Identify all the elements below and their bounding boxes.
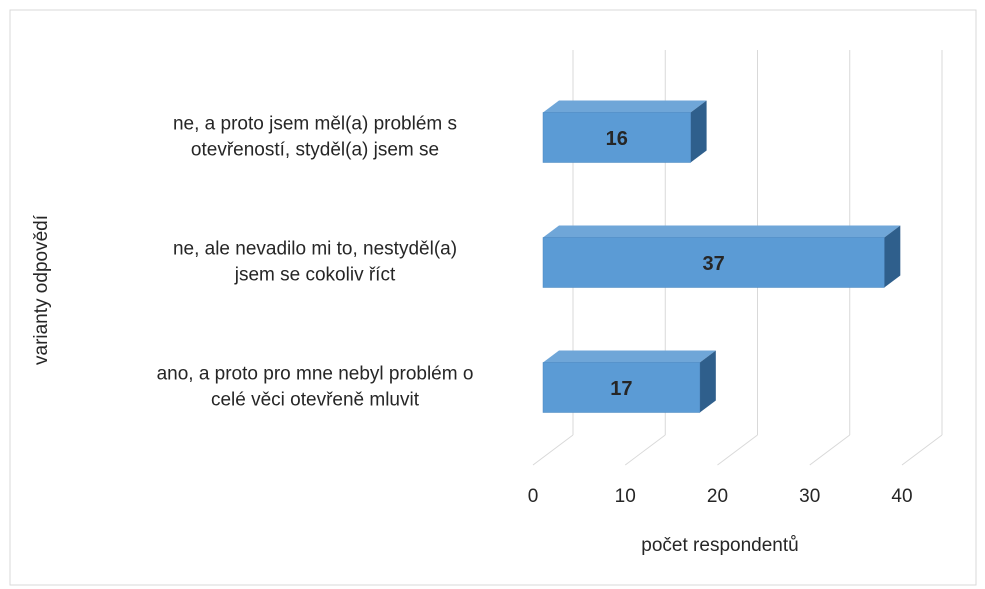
x-tick-label: 0 [528,486,539,507]
x-axis-title: počet respondentů [641,535,798,556]
y-tick-label: otevřeností, styděl(a) jsem se [191,140,439,161]
bar-top [543,350,716,363]
y-tick-label: jsem se cokoliv říct [234,265,396,286]
floor-line [532,434,574,466]
x-tick-label: 40 [891,486,912,507]
floor-line [809,434,851,466]
value-label: 37 [703,253,725,275]
x-tick-label: 10 [615,486,636,507]
floor-line [901,434,943,466]
y-tick-label: ne, a proto jsem měl(a) problém s [173,114,457,135]
bar-side [699,350,716,413]
bar-top [543,225,901,238]
x-tick-label: 20 [707,486,728,507]
y-tick-label: ano, a proto pro mne nebyl problém o [157,364,474,385]
value-label: 17 [610,378,632,400]
bar-side [690,100,707,163]
bar [542,362,701,413]
floor-line [624,434,666,466]
x-tick-label: 30 [799,486,820,507]
floor-line [717,434,758,466]
bar-side [884,225,901,288]
bar-top [543,100,707,113]
bar [542,237,885,288]
chart-frame [9,9,977,586]
y-tick-label: ne, ale nevadilo mi to, nestyděl(a) [173,239,457,260]
bar [542,112,691,163]
value-label: 16 [606,128,628,150]
y-axis-title: varianty odpovědí [31,214,52,365]
y-tick-label: celé věci otevřeně mluvit [211,390,420,411]
